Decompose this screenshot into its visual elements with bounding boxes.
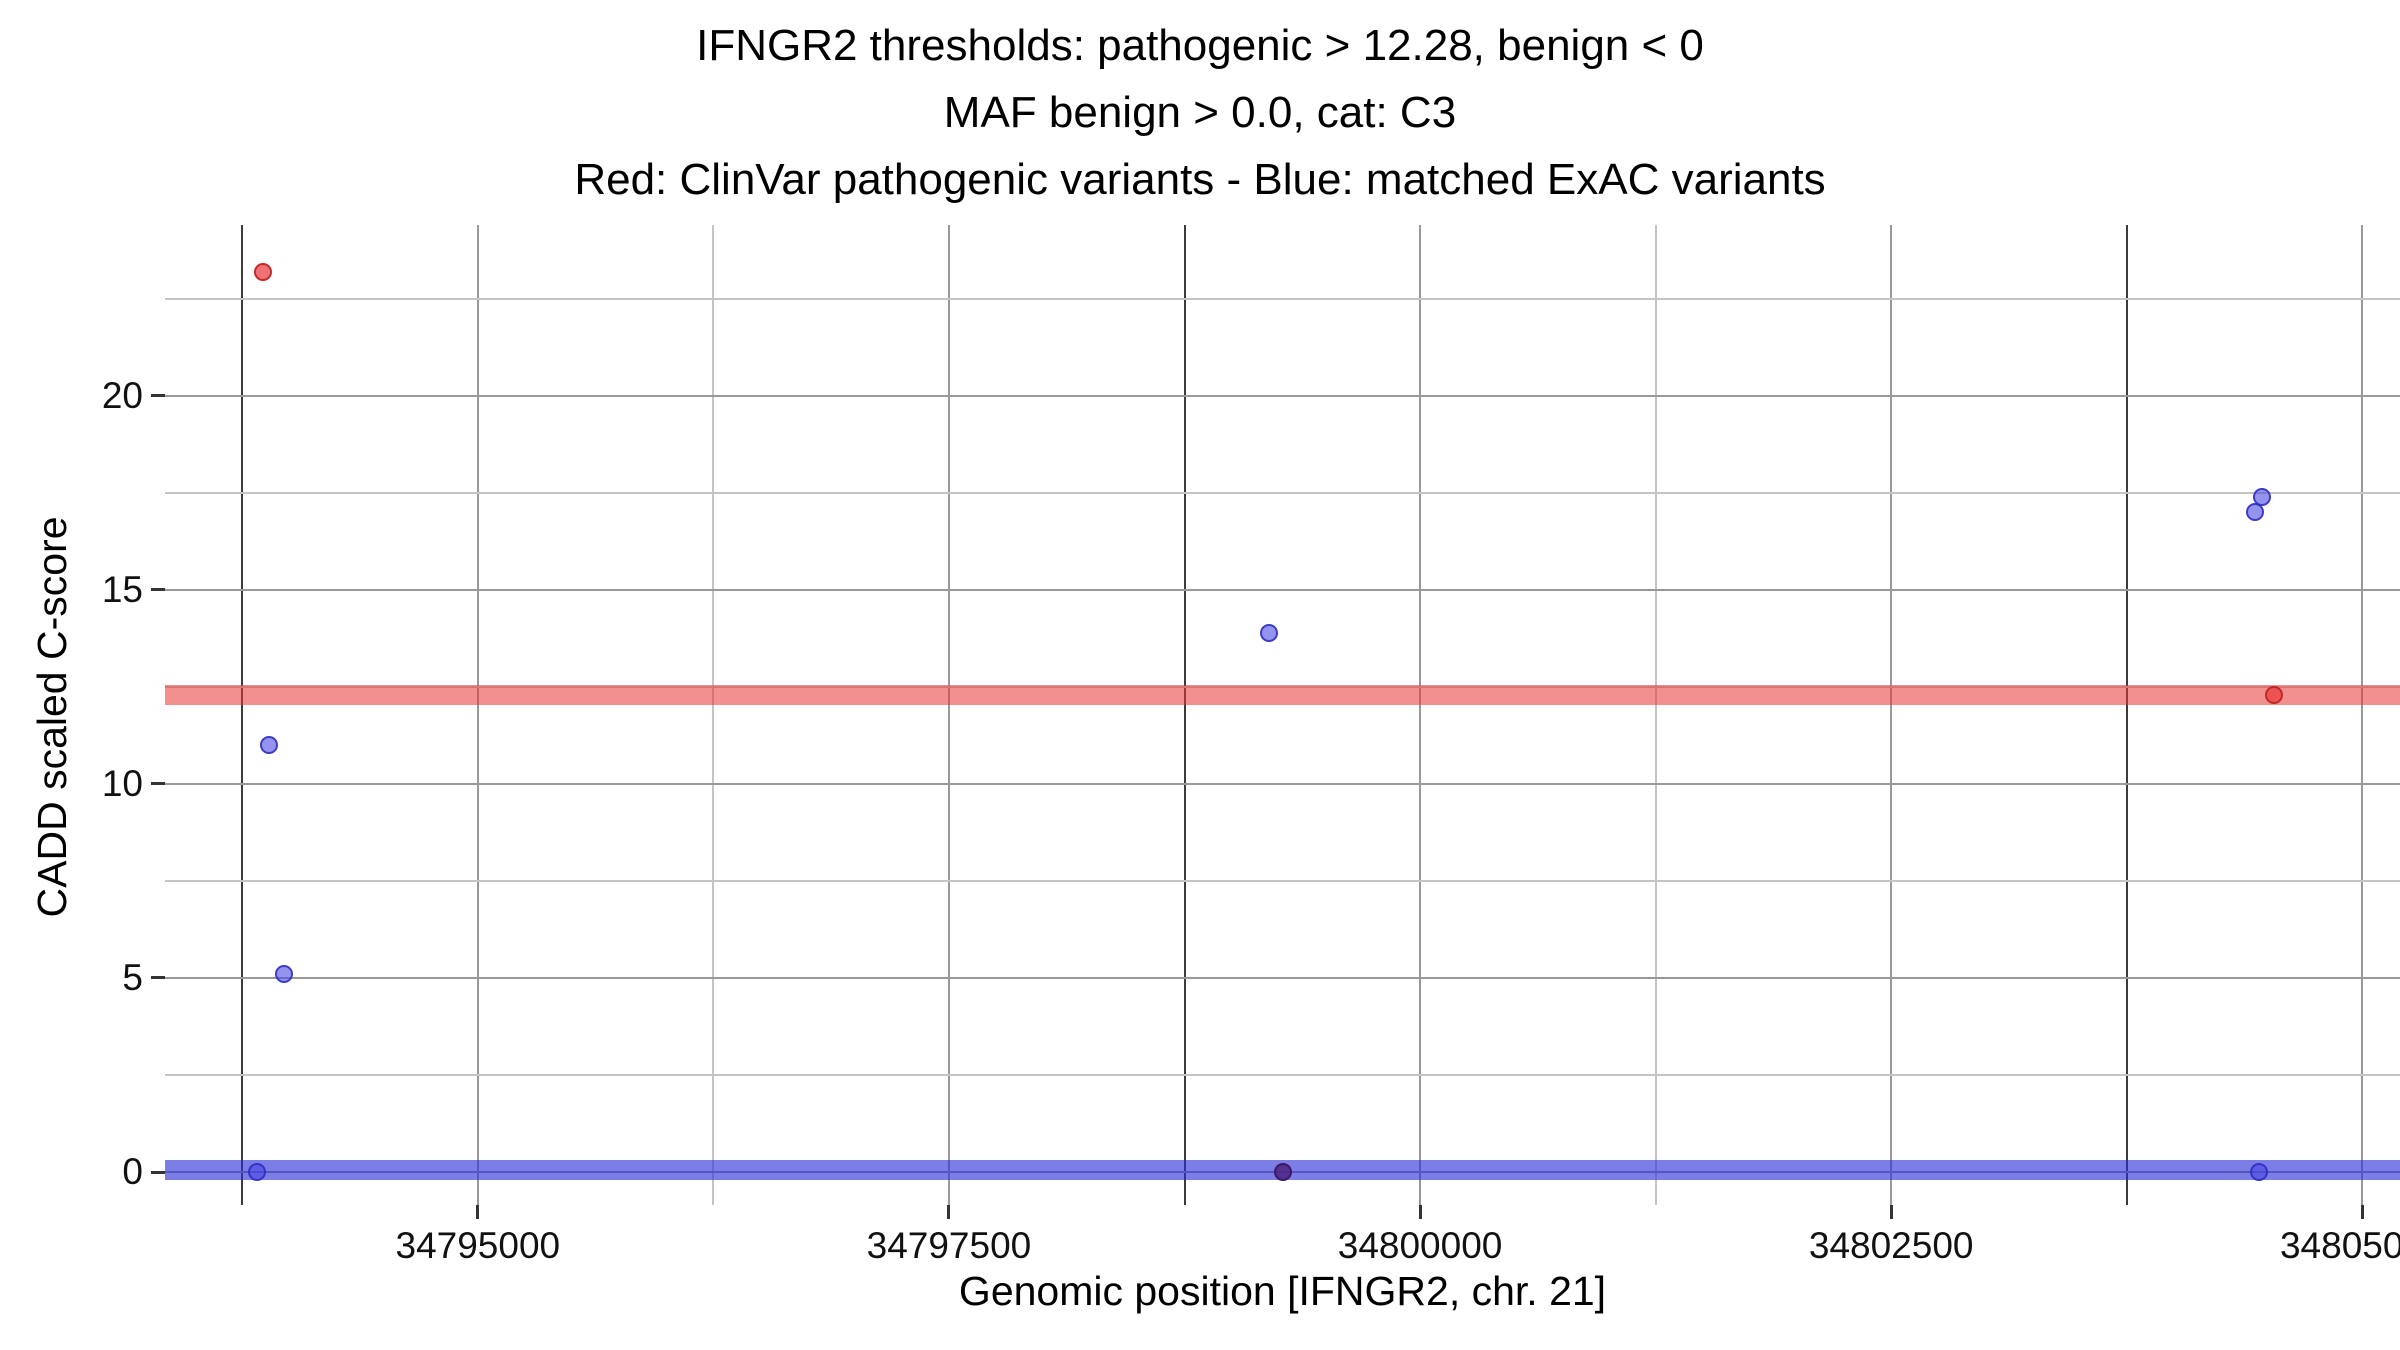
data-point-benign	[259, 736, 278, 755]
y-axis-tick-label: 10	[101, 762, 143, 804]
x-axis-tick	[1418, 1205, 1422, 1219]
x-gridline	[2125, 225, 2128, 1205]
x-axis-title: Genomic position [IFNGR2, chr. 21]	[958, 1268, 1607, 1314]
y-gridline	[165, 588, 2400, 591]
y-axis-tick	[151, 1170, 165, 1174]
data-point-pathogenic	[253, 262, 272, 281]
y-axis-tick	[151, 782, 165, 786]
x-gridline	[2361, 225, 2364, 1205]
y-axis-tick-label: 0	[122, 1151, 143, 1192]
data-point-benign	[248, 1163, 267, 1181]
x-axis-tick-label: 34800000	[1337, 1225, 1503, 1266]
y-axis-tick-label: 20	[101, 374, 143, 416]
data-point-benign	[2249, 1163, 2268, 1181]
y-gridline	[165, 782, 2400, 785]
x-axis-tick	[2360, 1205, 2364, 1219]
x-axis-tick-label: 34797500	[866, 1225, 1032, 1266]
x-gridline	[1419, 225, 1422, 1205]
y-gridline	[165, 976, 2400, 979]
y-axis-tick-label: 5	[122, 956, 143, 998]
chart-title: IFNGR2 thresholds: pathogenic > 12.28, b…	[0, 12, 2400, 213]
y-gridline	[165, 394, 2400, 397]
x-gridline	[1183, 225, 1186, 1205]
x-gridline	[1890, 225, 1893, 1205]
data-point-benign	[274, 965, 293, 984]
data-point-benign	[2253, 487, 2272, 506]
x-axis-tick-label: 34802500	[1808, 1225, 1974, 1266]
x-axis-tick-label: 34805000	[2279, 1225, 2400, 1266]
y-axis-tick	[151, 394, 165, 398]
y-gridline	[165, 1073, 2400, 1076]
x-axis-tick	[1889, 1205, 1893, 1219]
chart-title-line2: MAF benign > 0.0, cat: C3	[943, 88, 1457, 137]
y-axis-tick	[151, 588, 165, 592]
data-point-benign	[2245, 503, 2264, 522]
data-point-benign	[1260, 623, 1279, 642]
x-gridline	[476, 225, 479, 1205]
data-point-pathogenic	[2264, 686, 2283, 705]
y-axis-tick-label: 15	[101, 568, 143, 610]
x-axis-tick-label: 34795000	[395, 1225, 561, 1266]
x-gridline	[712, 225, 715, 1205]
x-axis-tick	[947, 1205, 951, 1219]
plot-panel	[165, 225, 2400, 1205]
y-axis-tick	[151, 976, 165, 980]
x-gridline	[947, 225, 950, 1205]
x-gridline	[241, 225, 244, 1205]
threshold-band-pathogenic	[165, 685, 2400, 706]
x-axis-tick	[476, 1205, 480, 1219]
data-point-overlap	[1273, 1163, 1292, 1181]
y-gridline	[165, 297, 2400, 300]
y-gridline	[165, 879, 2400, 882]
x-gridline	[1654, 225, 1657, 1205]
y-gridline	[165, 491, 2400, 494]
chart-title-line3: Red: ClinVar pathogenic variants - Blue:…	[574, 155, 1826, 204]
chart-title-line1: IFNGR2 thresholds: pathogenic > 12.28, b…	[696, 21, 1704, 70]
